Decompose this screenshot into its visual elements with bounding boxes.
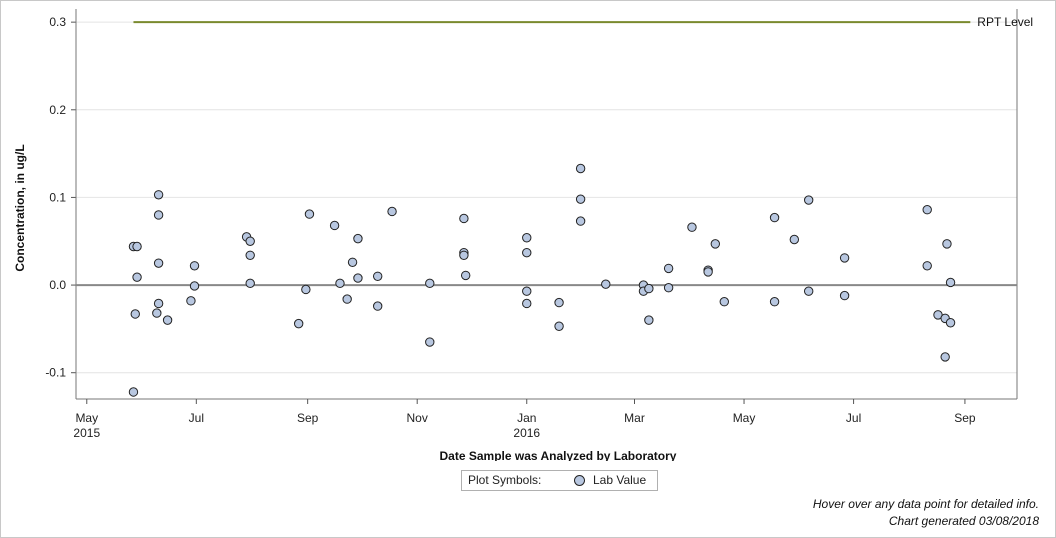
data-point [663,263,674,274]
data-point [460,270,471,281]
data-point [601,279,611,289]
data-point [372,271,383,282]
x-tick-label: Jul [846,411,861,425]
data-point [347,257,358,267]
data-point [575,194,586,204]
reference-layer: RPT Level [76,15,1033,287]
data-point [245,250,255,260]
data-point [945,277,956,288]
data-point [128,387,139,397]
data-point [803,286,814,296]
legend: Plot Symbols: Lab Value [461,470,658,491]
data-point [922,261,932,271]
y-tick-label: 0.3 [49,15,66,29]
x-tick-label: Sep [297,411,319,425]
data-point [301,284,311,295]
data-point [342,294,352,304]
data-point [554,297,564,308]
x-tick-label: Nov [407,411,428,425]
data-point [425,278,435,289]
data-point [644,283,654,294]
data-point [153,298,164,309]
data-point [245,236,255,246]
generated-note: Chart generated 03/08/2018 [888,514,1039,528]
data-point [189,281,200,291]
x-tick-year-label: 2015 [73,426,100,440]
data-point [353,273,363,283]
hover-note: Hover over any data point for detailed i… [812,497,1039,511]
data-point [189,261,200,271]
data-point [663,282,674,293]
legend-item-lab-value: Lab Value [593,473,647,487]
legend-title: Plot Symbols: [468,473,542,487]
points-layer [128,163,956,397]
data-point [304,209,315,219]
data-point [186,296,196,306]
data-point [687,222,697,232]
data-point [522,298,532,309]
data-point [132,241,142,252]
data-point [644,315,654,325]
data-point [554,321,564,331]
data-point [575,216,586,226]
data-point [789,234,800,245]
rpt-level-label: RPT Level [977,15,1033,29]
y-tick-label: 0.1 [49,190,66,204]
data-point [803,195,814,205]
data-point [710,239,721,249]
data-point [769,212,780,223]
x-tick-label: Sep [954,411,976,425]
data-point [353,233,363,244]
data-point [329,220,340,231]
data-point [153,210,164,220]
data-point [153,258,164,268]
data-point [719,297,729,307]
data-point [522,233,532,243]
data-point [425,337,435,347]
data-point [153,190,164,200]
data-point [152,308,162,318]
x-tick-label: May [733,411,756,425]
y-tick-label: 0.0 [49,278,66,292]
data-point [522,286,532,296]
y-tick-label: -0.1 [45,366,66,380]
data-point [459,250,469,260]
data-point [703,267,713,277]
y-tick-label: 0.2 [49,103,66,117]
x-tick-label: Jul [189,411,204,425]
data-point [162,315,173,325]
data-point [372,301,383,311]
x-tick-label: May [75,411,98,425]
data-point [575,163,586,174]
x-tick-label: Jan [517,411,536,425]
data-point [293,318,304,329]
x-tick-label: Mar [624,411,645,425]
grid-layer [76,21,1017,374]
y-axis-label: Concentration, in ug/L [13,144,27,271]
data-point [945,318,956,328]
data-point [769,297,780,307]
data-point [522,247,532,258]
data-point [459,213,469,224]
data-point [940,352,950,362]
x-tick-year-label: 2016 [513,426,540,440]
data-point [335,278,345,289]
data-point [387,206,397,217]
data-point [839,253,850,263]
data-point [132,272,142,282]
lab-value-marker-icon [574,475,585,486]
x-axis-label: Date Sample was Analyzed by Laboratory [440,449,677,461]
data-point [942,239,952,249]
data-point [839,290,850,301]
data-point [922,204,932,215]
data-point [130,309,140,319]
data-point [245,278,255,289]
